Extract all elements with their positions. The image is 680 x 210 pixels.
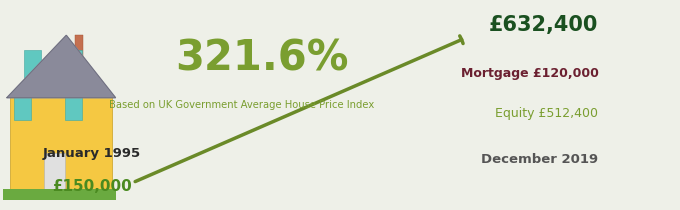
Text: 321.6%: 321.6% <box>175 38 349 80</box>
Text: December 2019: December 2019 <box>481 153 598 166</box>
Bar <box>3 189 116 200</box>
Bar <box>65 92 82 120</box>
Bar <box>14 92 31 120</box>
Text: Based on UK Government Average House Price Index: Based on UK Government Average House Pri… <box>109 100 374 110</box>
FancyBboxPatch shape <box>10 97 112 195</box>
Bar <box>24 50 41 78</box>
Text: £632,400: £632,400 <box>489 15 598 35</box>
Text: January 1995: January 1995 <box>43 147 141 160</box>
Text: Equity £512,400: Equity £512,400 <box>496 107 598 120</box>
Bar <box>44 153 65 195</box>
Text: Mortgage £120,000: Mortgage £120,000 <box>460 67 598 80</box>
Polygon shape <box>7 35 116 98</box>
Bar <box>75 35 83 60</box>
Text: £150,000: £150,000 <box>52 179 132 194</box>
Bar <box>65 50 82 78</box>
